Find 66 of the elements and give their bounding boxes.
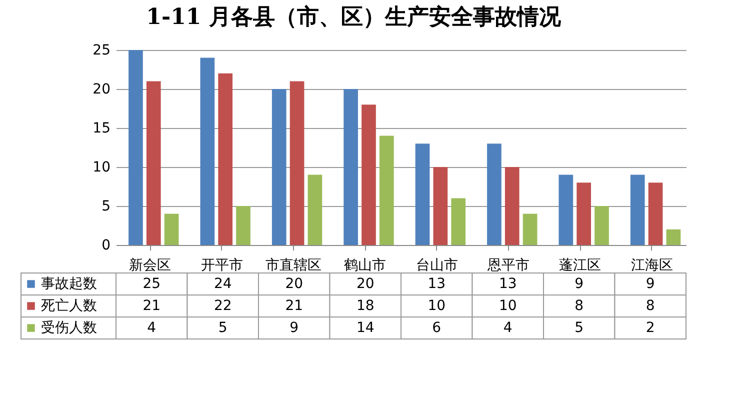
data-label: 20 (285, 276, 304, 292)
bar (236, 206, 250, 245)
y-tick-label: 25 (92, 42, 110, 58)
bar (666, 229, 681, 245)
bar (200, 58, 215, 245)
x-tick-label: 台山市 (416, 258, 458, 274)
data-label: 21 (285, 298, 304, 314)
data-label: 18 (356, 298, 374, 314)
data-label: 22 (214, 298, 232, 314)
bar (272, 89, 286, 245)
bar (344, 89, 358, 245)
bar (594, 206, 609, 245)
y-tick-label: 20 (92, 82, 110, 98)
data-label: 5 (218, 320, 228, 336)
y-tick-label: 0 (102, 238, 110, 254)
bar (648, 182, 663, 245)
x-tick-label: 蓬江区 (559, 258, 602, 274)
legend-label: 事故起数 (41, 276, 97, 292)
data-label: 20 (356, 276, 374, 292)
y-tick-label: 10 (92, 160, 110, 176)
y-tick-label: 5 (102, 198, 110, 214)
bar (576, 182, 591, 245)
data-label: 4 (147, 320, 156, 336)
data-label: 9 (290, 320, 299, 336)
bar (164, 214, 179, 245)
bar (379, 136, 394, 245)
x-tick-label: 鹤山市 (344, 258, 386, 274)
data-label: 13 (498, 276, 517, 292)
data-label: 21 (142, 298, 161, 314)
y-tick-label: 15 (92, 120, 110, 136)
bar (128, 50, 143, 245)
data-label: 4 (503, 320, 512, 336)
data-label: 9 (574, 276, 584, 292)
data-label: 25 (142, 276, 161, 292)
bar (308, 174, 322, 245)
data-label: 9 (646, 276, 655, 292)
data-label: 24 (214, 276, 232, 292)
x-tick-label: 开平市 (200, 258, 243, 274)
bar (433, 167, 448, 245)
legend-label: 死亡人数 (41, 298, 97, 314)
data-label: 14 (356, 320, 374, 336)
bar (362, 104, 376, 245)
data-label: 8 (574, 298, 584, 314)
bar (487, 144, 502, 245)
bar (415, 144, 430, 245)
data-label: 13 (428, 276, 446, 292)
legend-label: 受伤人数 (41, 320, 97, 336)
data-label: 5 (574, 320, 584, 336)
bar (558, 174, 574, 245)
bar (290, 81, 304, 245)
chart-title: 1-11 月各县（市、区）生产安全事故情况 (146, 4, 562, 30)
data-label: 6 (432, 320, 442, 336)
data-label: 10 (428, 298, 446, 314)
bar (218, 73, 233, 245)
x-tick-label: 新会区 (129, 258, 172, 274)
bar (451, 198, 466, 245)
x-tick-label: 恩平市 (486, 258, 530, 274)
bar (504, 167, 520, 245)
data-label: 8 (646, 298, 655, 314)
bar (630, 174, 645, 245)
data-label: 10 (498, 298, 517, 314)
bar (522, 214, 538, 245)
data-label: 2 (646, 320, 655, 336)
x-tick-label: 市直辖区 (265, 258, 322, 274)
bar (146, 81, 161, 245)
x-tick-label: 江海区 (630, 258, 673, 274)
